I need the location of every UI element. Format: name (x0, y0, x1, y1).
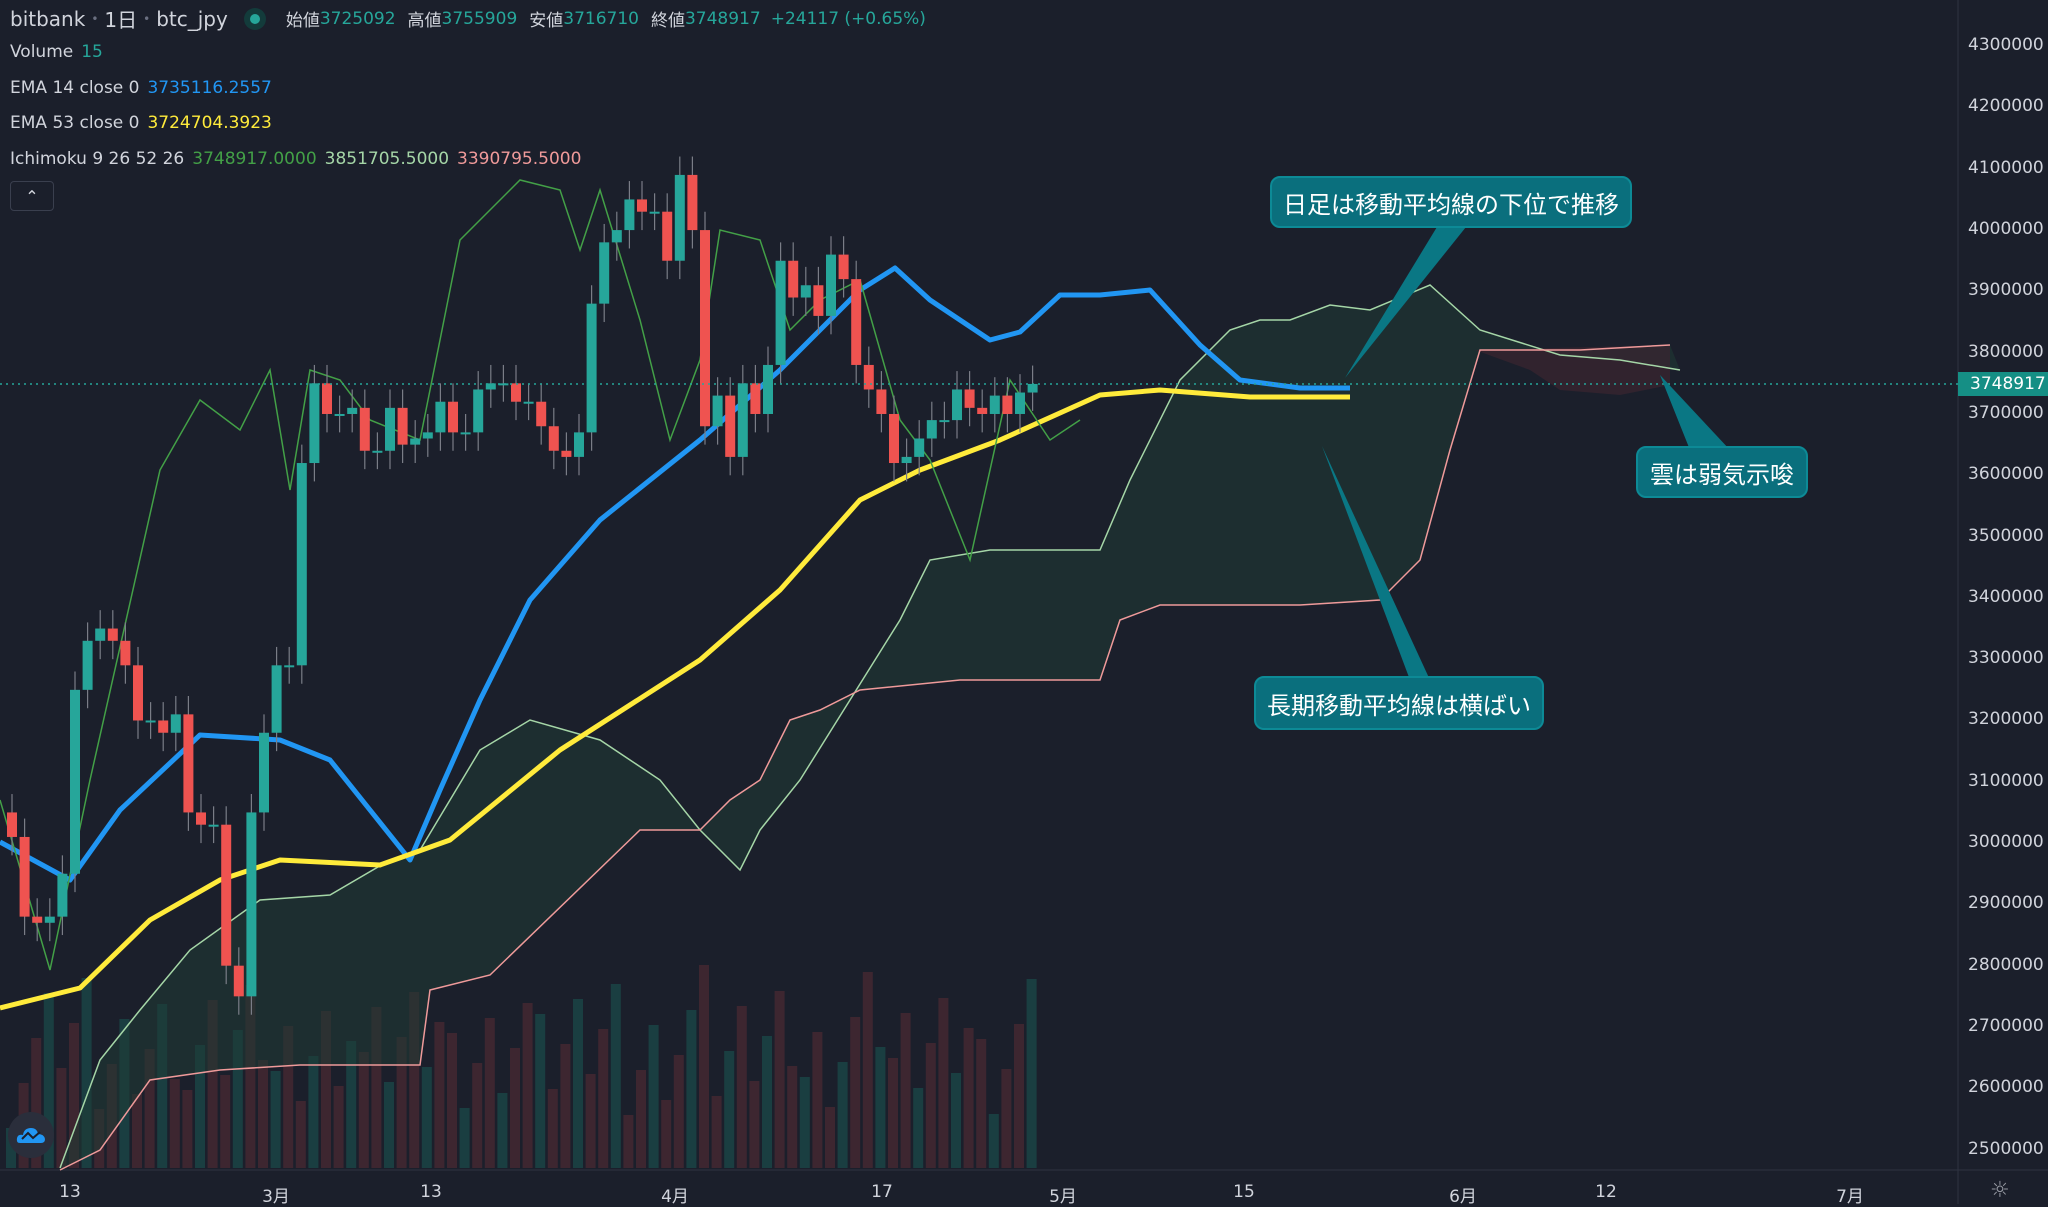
low-label: 安値 (529, 11, 564, 31)
time-tick: 4月 (661, 1187, 689, 1207)
time-tick: 13 (59, 1182, 81, 1202)
ichimoku-span-b-value: 3390795.5000 (457, 149, 582, 169)
interval-label[interactable]: 1日 (104, 8, 138, 32)
callout-pointer-1 (1345, 222, 1470, 378)
time-tick: 15 (1233, 1182, 1255, 1202)
legend-ema14[interactable]: EMA 14 close 0 3735116.2557 (10, 78, 272, 98)
price-tick: 3000000 (1968, 832, 2044, 853)
price-tick: 3400000 (1968, 586, 2044, 607)
ema14-label: EMA 14 close 0 (10, 78, 140, 98)
open-value: 3725092 (319, 8, 396, 29)
price-tick: 3200000 (1968, 709, 2044, 730)
price-tick: 2500000 (1968, 1138, 2044, 1159)
price-tick: 4100000 (1968, 157, 2044, 178)
ema14-value: 3735116.2557 (147, 78, 272, 98)
price-tick: 3900000 (1968, 280, 2044, 301)
close-value: 3748917 (684, 8, 761, 29)
annotation-daily-below-ma[interactable]: 日足は移動平均線の下位で推移 (1270, 176, 1632, 228)
close-label: 終値 (650, 11, 685, 31)
price-tick: 4000000 (1968, 219, 2044, 240)
legend-ema53[interactable]: EMA 53 close 0 3724704.3923 (10, 113, 272, 133)
open-label: 始値 (285, 11, 320, 31)
symbol-label[interactable]: btc_jpy (156, 6, 228, 31)
price-tick: 3600000 (1968, 464, 2044, 485)
callout-pointer-3 (1660, 375, 1730, 450)
time-tick: 7月 (1836, 1187, 1864, 1207)
price-tick: 4300000 (1968, 35, 2044, 56)
annotation-text: 長期移動平均線は横ばい (1267, 691, 1531, 720)
legend-volume[interactable]: Volume 15 (10, 42, 103, 62)
time-tick: 13 (420, 1182, 442, 1202)
callout-pointer-2 (1322, 446, 1430, 680)
ichimoku-label: Ichimoku 9 26 52 26 (10, 149, 185, 169)
candles (7, 156, 1038, 1015)
symbol-header: bitbank • 1日 • btc_jpy 始値 3725092 高値 37559… (10, 4, 926, 33)
price-tick: 3800000 (1968, 341, 2044, 362)
ema53-label: EMA 53 close 0 (10, 113, 140, 133)
legend-ichimoku[interactable]: Ichimoku 9 26 52 26 3748917.0000 3851705.5… (10, 149, 581, 169)
time-tick: 3月 (262, 1187, 290, 1207)
time-tick: 12 (1595, 1182, 1617, 1202)
price-tick: 2800000 (1968, 954, 2044, 975)
time-tick: 5月 (1049, 1187, 1077, 1207)
cloud-logo-icon (16, 1128, 45, 1143)
exchange-name[interactable]: bitbank (10, 6, 86, 31)
price-tick: 3500000 (1968, 525, 2044, 546)
high-label: 高値 (407, 11, 442, 31)
high-value: 3755909 (441, 8, 518, 29)
market-status-icon (243, 7, 266, 30)
price-tick: 3300000 (1968, 648, 2044, 669)
volume-label: Volume (10, 42, 74, 62)
tradingview-logo[interactable] (8, 1112, 54, 1158)
ema53-value: 3724704.3923 (147, 113, 272, 133)
ichimoku-conversion-value: 3748917.0000 (192, 149, 317, 169)
annotation-text: 日足は移動平均線の下位で推移 (1283, 190, 1619, 219)
price-tick: 2600000 (1968, 1077, 2044, 1098)
collapse-legend-button[interactable]: ⌃ (10, 181, 54, 211)
time-tick: 17 (871, 1182, 893, 1202)
change-value: +24117 (+0.65%) (770, 8, 926, 29)
time-tick: 6月 (1449, 1187, 1477, 1207)
current-price-tag: 3748917 (1958, 372, 2048, 396)
annotation-text: 雲は弱気示唆 (1650, 460, 1794, 489)
chevron-up-icon: ⌃ (25, 186, 39, 206)
annotation-cloud-bearish[interactable]: 雲は弱気示唆 (1636, 446, 1808, 498)
ichimoku-span-a-value: 3851705.5000 (324, 149, 450, 169)
price-tick: 2900000 (1968, 893, 2044, 914)
price-tick: 2700000 (1968, 1015, 2044, 1036)
price-tick: 4200000 (1968, 96, 2044, 117)
settings-gear-icon[interactable]: ☼ (1990, 1178, 2010, 1203)
price-tick: 3100000 (1968, 770, 2044, 791)
low-value: 3716710 (563, 8, 639, 29)
volume-value: 15 (81, 42, 103, 62)
ichimoku-cloud (59, 284, 1681, 1171)
price-tick: 3700000 (1968, 402, 2044, 423)
annotation-long-ma-flat[interactable]: 長期移動平均線は横ばい (1254, 676, 1544, 730)
